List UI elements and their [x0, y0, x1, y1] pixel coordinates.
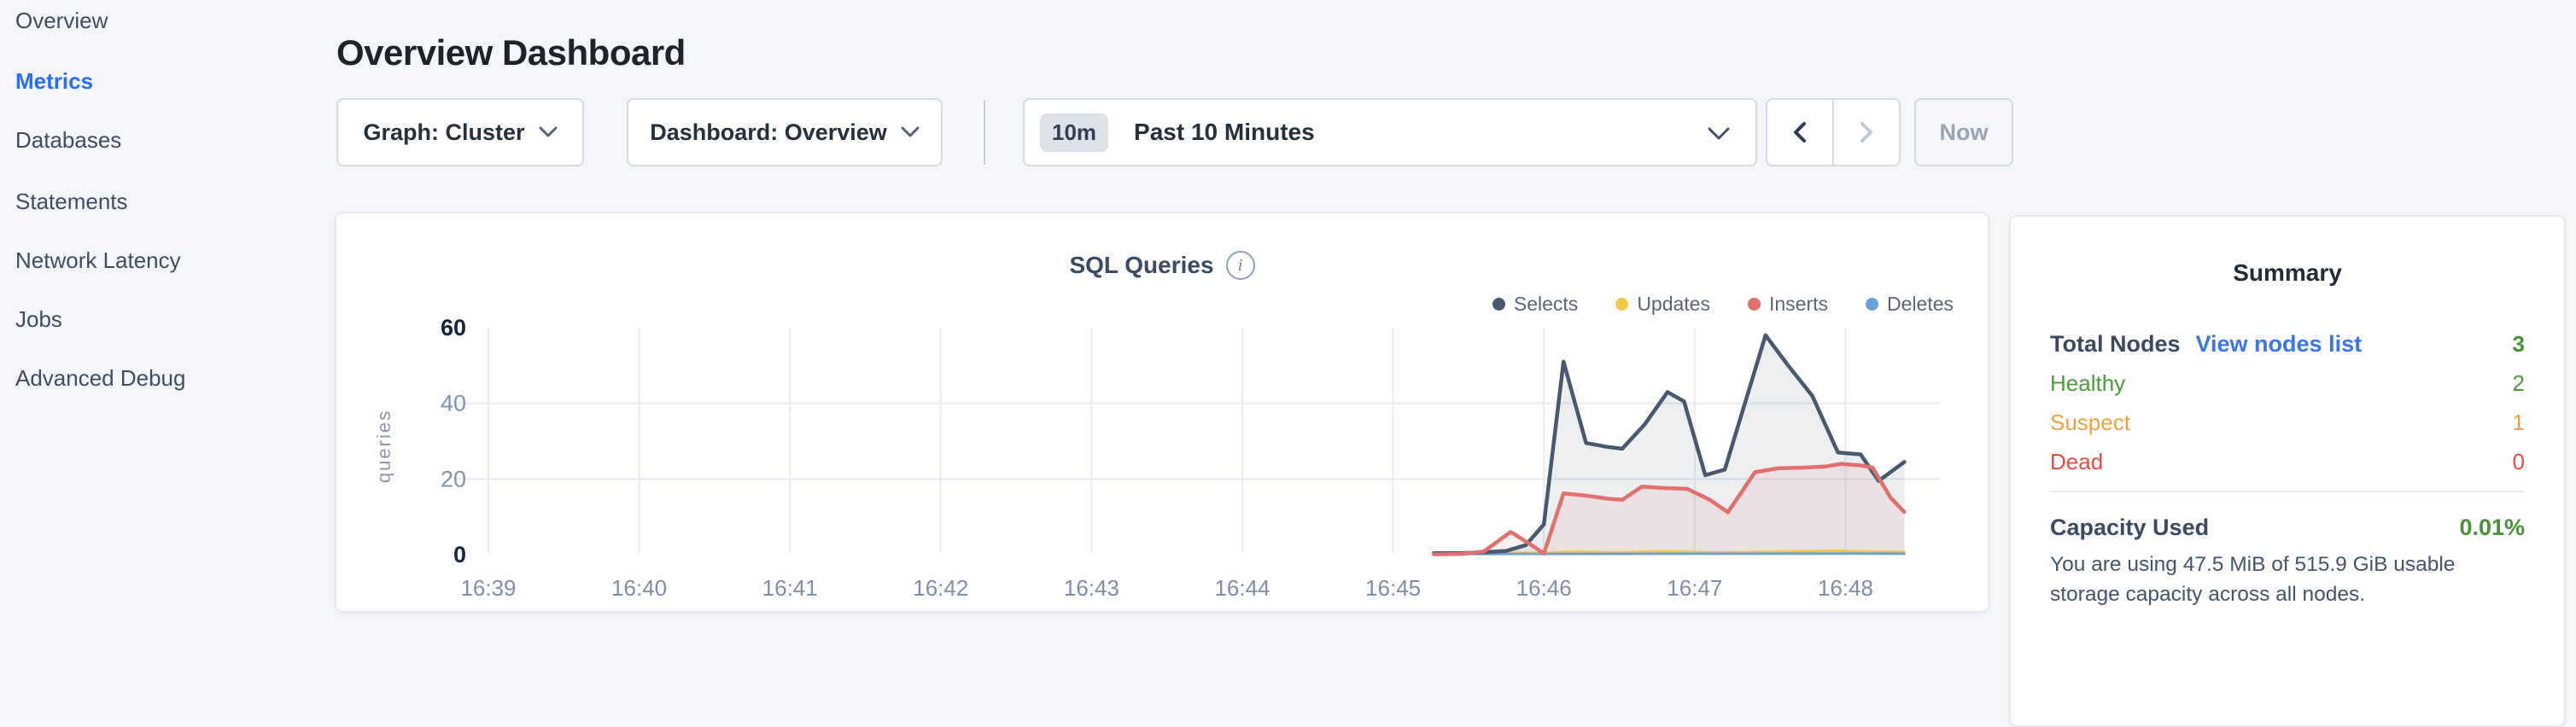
time-range-label: Past 10 Minutes	[1134, 119, 1315, 145]
summary-panel: Summary Total Nodes View nodes list 3 He…	[2009, 215, 2566, 727]
prev-time-button[interactable]	[1767, 100, 1834, 165]
chart-title: SQL Queries	[1069, 252, 1214, 278]
legend-dot	[1492, 297, 1505, 311]
page-title: Overview Dashboard	[336, 32, 686, 73]
capacity-used-row: Capacity Used 0.01%	[2050, 515, 2525, 541]
chevron-left-icon	[1794, 122, 1806, 142]
x-tick-label: 16:48	[1818, 575, 1873, 601]
legend-item-selects[interactable]: Selects	[1492, 293, 1578, 316]
series-line-selects	[1432, 333, 1907, 555]
y-tick-label: 0	[453, 542, 466, 567]
chevron-down-icon	[539, 126, 558, 137]
sidebar-item-advanced-debug[interactable]: Advanced Debug	[15, 365, 186, 391]
y-tick-label: 60	[441, 315, 466, 340]
total-nodes-label: Total Nodes	[2050, 331, 2181, 357]
total-nodes-row: Total Nodes View nodes list 3	[2050, 331, 2525, 358]
graph-dropdown-label: Graph: Cluster	[363, 119, 525, 145]
chart-legend: Selects Updates Inserts Deletes	[1492, 292, 1954, 316]
suspect-value: 1	[2512, 410, 2525, 435]
x-tick-label: 16:45	[1365, 575, 1421, 601]
capacity-used-value: 0.01%	[2459, 515, 2525, 540]
legend-dot	[1866, 297, 1879, 311]
x-tick-label: 16:47	[1667, 575, 1722, 601]
y-tick-label: 40	[441, 391, 466, 416]
chevron-down-icon	[1708, 127, 1730, 140]
x-tick-label: 16:40	[611, 575, 667, 601]
dashboard-dropdown[interactable]: Dashboard: Overview	[627, 98, 943, 166]
x-tick-label: 16:42	[913, 575, 968, 601]
sidebar-item-metrics[interactable]: Metrics	[15, 68, 94, 94]
y-tick-label: 20	[441, 466, 466, 491]
chevron-down-icon	[901, 126, 920, 137]
time-range-badge: 10m	[1040, 113, 1109, 152]
sidebar-item-statements[interactable]: Statements	[15, 189, 128, 214]
series-line-deletes	[1432, 552, 1906, 555]
sql-queries-chart: 16:39 16:40 16:41 16:42 16:43 16:44 16:45 16:46…	[441, 315, 1940, 601]
legend-dot	[1747, 297, 1761, 311]
next-time-button[interactable]	[1834, 100, 1899, 165]
chevron-right-icon	[1860, 122, 1872, 142]
now-button[interactable]: Now	[1914, 98, 2013, 166]
series-line-inserts	[1432, 462, 1907, 556]
capacity-description: You are using 47.5 MiB of 515.9 GiB usab…	[2050, 553, 2456, 606]
legend-item-deletes[interactable]: Deletes	[1866, 293, 1954, 316]
dead-value: 0	[2512, 449, 2525, 474]
legend-item-inserts[interactable]: Inserts	[1747, 293, 1828, 316]
sidebar-item-network-latency[interactable]: Network Latency	[15, 247, 181, 273]
x-tick-label: 16:46	[1516, 575, 1572, 601]
x-tick-label: 16:39	[460, 575, 516, 601]
view-nodes-list-link[interactable]: View nodes list	[2195, 331, 2363, 357]
dead-label: Dead	[2050, 449, 2104, 474]
suspect-label: Suspect	[2050, 410, 2130, 435]
dashboard-dropdown-label: Dashboard: Overview	[650, 119, 887, 145]
time-step-buttons	[1766, 98, 1901, 166]
dead-row: Dead 0	[2050, 448, 2525, 475]
suspect-row: Suspect 1	[2050, 409, 2525, 436]
total-nodes-value: 3	[2512, 331, 2525, 357]
y-axis-label: queries	[373, 409, 394, 484]
legend-dot	[1615, 297, 1629, 311]
legend-item-updates[interactable]: Updates	[1615, 293, 1710, 316]
info-icon[interactable]: i	[1225, 251, 1255, 280]
sidebar: Overview Metrics Databases Statements Networ…	[0, 0, 324, 623]
healthy-label: Healthy	[2050, 370, 2126, 396]
capacity-used-label: Capacity Used	[2050, 515, 2210, 540]
healthy-value: 2	[2512, 370, 2525, 396]
summary-title: Summary	[2233, 259, 2342, 286]
sql-queries-chart-card: 16:39 16:40 16:41 16:42 16:43 16:44 16:45 16:46…	[335, 212, 1989, 613]
x-tick-label: 16:44	[1214, 575, 1270, 601]
sidebar-item-overview[interactable]: Overview	[15, 8, 108, 33]
x-tick-label: 16:43	[1064, 575, 1119, 601]
time-range-picker[interactable]: 10m Past 10 Minutes	[1023, 98, 1757, 166]
toolbar-divider	[984, 100, 985, 165]
healthy-row: Healthy 2	[2050, 369, 2525, 397]
x-tick-label: 16:41	[762, 575, 818, 601]
summary-divider	[2050, 491, 2525, 492]
sidebar-item-jobs[interactable]: Jobs	[15, 306, 62, 332]
graph-dropdown[interactable]: Graph: Cluster	[336, 98, 584, 166]
sidebar-item-databases[interactable]: Databases	[15, 127, 122, 153]
